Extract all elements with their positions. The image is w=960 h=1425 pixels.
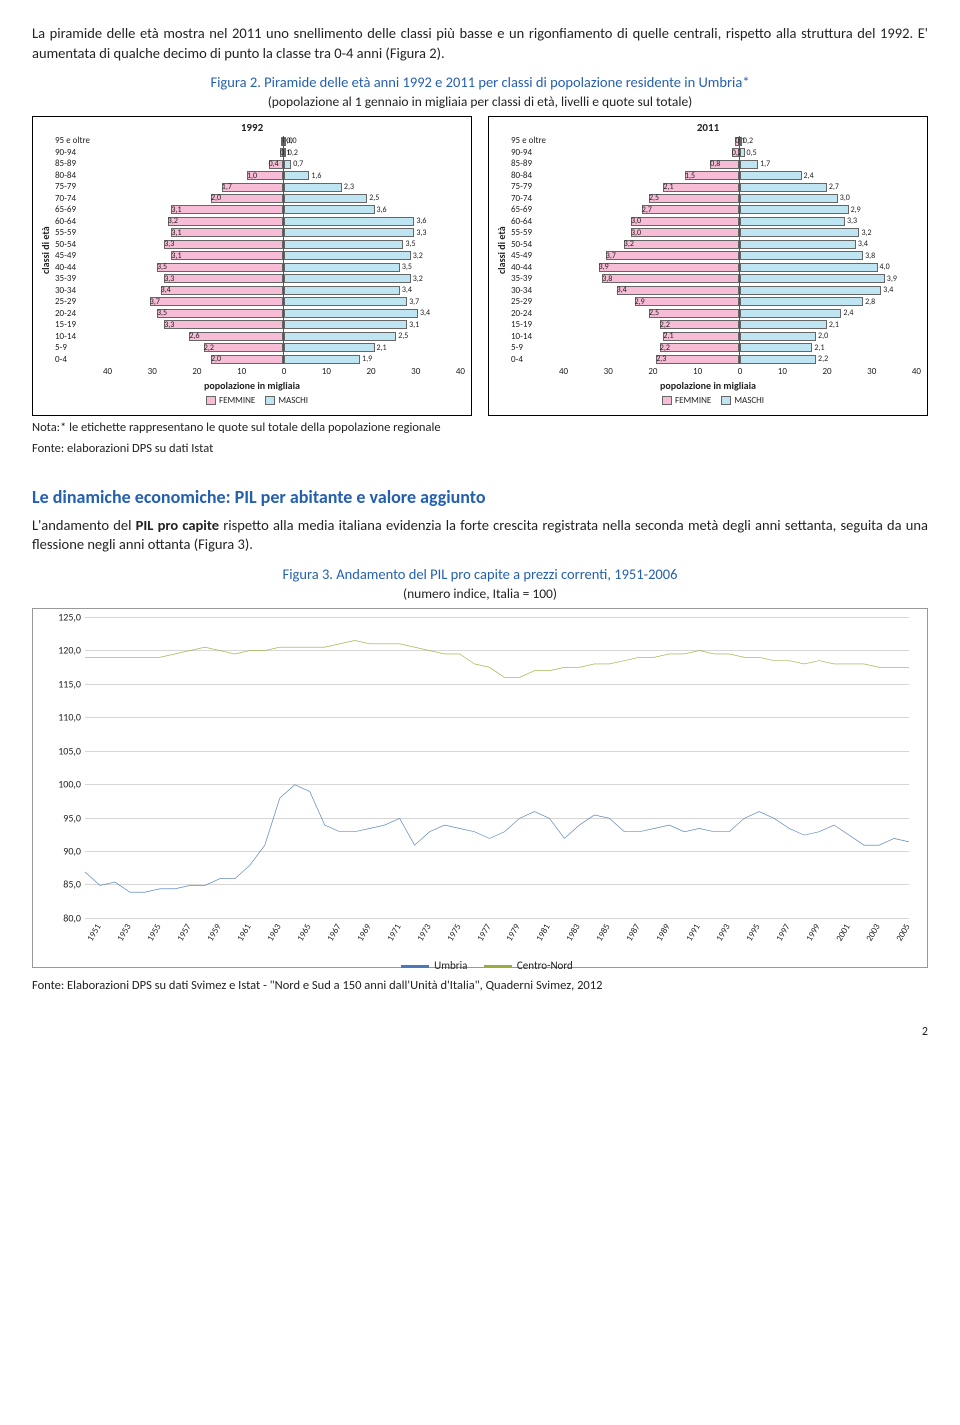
figure2-subtitle: (popolazione al 1 gennaio in migliaia pe… bbox=[32, 93, 928, 110]
figure3-legend: Umbria Centro-Nord bbox=[45, 959, 915, 972]
intro-paragraph: La piramide delle età mostra nel 2011 un… bbox=[32, 24, 928, 63]
figure2-title: Figura 2. Piramide delle età anni 1992 e… bbox=[32, 73, 928, 91]
section-title: Le dinamiche economiche: PIL per abitant… bbox=[32, 486, 928, 508]
figure3-subtitle: (numero indice, Italia = 100) bbox=[32, 585, 928, 602]
pyramid-1992: 1992classi di età95 e oltre90-9485-8980-… bbox=[32, 116, 472, 416]
figure3-chart: 80,085,090,095,0100,0105,0110,0115,0120,… bbox=[32, 608, 928, 968]
section-paragraph: L'andamento del PIL pro capite rispetto … bbox=[32, 516, 928, 555]
figure3-title: Figura 3. Andamento del PIL pro capite a… bbox=[32, 565, 928, 583]
page-number: 2 bbox=[32, 1025, 928, 1039]
figure2-pyramids: 1992classi di età95 e oltre90-9485-8980-… bbox=[32, 116, 928, 416]
pyramid-2011: 2011classi di età95 e oltre90-9485-8980-… bbox=[488, 116, 928, 416]
figure2-note: Nota:* le etichette rappresentano le quo… bbox=[32, 420, 928, 437]
figure3-source: Fonte: Elaborazioni DPS su dati Svimez e… bbox=[32, 978, 928, 995]
figure2-source: Fonte: elaborazioni DPS su dati Istat bbox=[32, 441, 928, 458]
